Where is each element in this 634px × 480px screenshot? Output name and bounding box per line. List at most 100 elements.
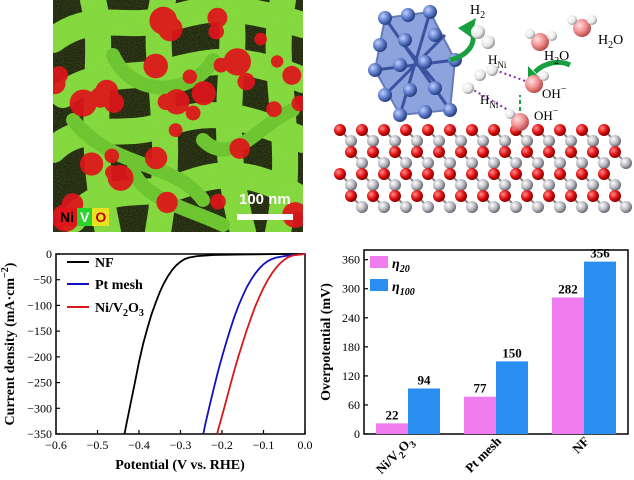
vanadium-atom (433, 179, 445, 191)
nickel-particle (282, 65, 302, 85)
oxygen-atom (510, 168, 522, 180)
adsorbed-hydrogen (462, 82, 474, 94)
bar-y-tick-label: 300 (342, 282, 360, 296)
vanadium-atom (400, 201, 412, 213)
nickel-particle (237, 72, 255, 91)
lsv-axis-ticks: −0.6 −0.5 −0.4 −0.3 −0.2 −0.1 0.0 0 −50 −100 −150 −… (27, 247, 312, 452)
nickel-particle (254, 32, 267, 46)
oxygen-atom (345, 190, 357, 202)
nickel-atom (401, 8, 415, 22)
bar-value-label: 150 (502, 345, 522, 360)
oxygen-atom (334, 124, 346, 136)
lsv-x-tick-label: −0.5 (87, 438, 109, 452)
oxygen-atom (345, 146, 357, 158)
vanadium-atom (378, 201, 390, 213)
nickel-particle (191, 81, 216, 106)
nickel-atom (418, 55, 432, 69)
hydrogen-atom (539, 71, 549, 81)
bar-nf-eta20 (552, 297, 584, 434)
oxygen-atom (378, 168, 390, 180)
oxygen-atom (565, 146, 577, 158)
lsv-curve-ni-v2o3 (216, 253, 306, 435)
oxygen-atom (543, 146, 555, 158)
adsorbed-hydrogen (474, 69, 486, 81)
eds-legend-v: V (77, 208, 93, 226)
vanadium-atom (378, 157, 390, 169)
scale-bar (237, 214, 293, 220)
bar-category-label: Pt mesh (462, 433, 505, 475)
oxygen-atom (367, 190, 379, 202)
vanadium-atom (488, 157, 500, 169)
label-oh-2: OH− (534, 106, 559, 123)
oxygen-atom (488, 124, 500, 136)
oxygen-atom (455, 190, 467, 202)
nickel-particle (53, 72, 66, 95)
oxygen-atom (521, 190, 533, 202)
vanadium-atom (521, 179, 533, 191)
nickel-particle (270, 55, 284, 68)
oxygen-atom (532, 124, 544, 136)
oxygen-atom (576, 124, 588, 136)
vanadium-atom (444, 201, 456, 213)
bar-y-axis-label: Overpotential (mV) (319, 283, 334, 401)
vanadium-atom (455, 179, 467, 191)
oxygen-atom (466, 168, 478, 180)
lsv-y-tick-label: −100 (27, 298, 52, 312)
nickel-particle (157, 93, 174, 110)
nickel-particle (185, 105, 201, 121)
vanadium-atom (411, 179, 423, 191)
eds-legend-o: O (92, 208, 110, 226)
vanadium-atom (565, 135, 577, 147)
vanadium-atom (422, 157, 434, 169)
nickel-atom (378, 88, 392, 102)
adsorbed-hydrogen (486, 64, 498, 76)
hydrogen-atom (547, 31, 557, 41)
legend-swatch-eta20 (370, 256, 388, 268)
oxygen-atom (499, 146, 511, 158)
vanadium-atom (598, 157, 610, 169)
oxygen-atom (455, 146, 467, 158)
lsv-x-tick-label: −0.3 (170, 438, 192, 452)
vanadium-atom (367, 179, 379, 191)
legend-swatch-eta100 (370, 279, 388, 291)
nickel-atom (368, 63, 382, 77)
oxygen-atom (477, 190, 489, 202)
vanadium-atom (576, 201, 588, 213)
hydrogen-atom (505, 109, 515, 119)
vanadium-atom (411, 135, 423, 147)
nickel-particle (168, 123, 183, 137)
bar-y-tick-label: 240 (342, 311, 360, 325)
lsv-x-tick-label: −0.4 (128, 438, 150, 452)
nickel-particle (208, 23, 224, 40)
water-oxygen-atom (573, 19, 591, 37)
nickel-particle (143, 53, 168, 79)
oxygen-atom (433, 146, 445, 158)
lsv-legend: NF Pt mesh Ni/V2O3 (67, 256, 144, 319)
bar-value-label: 356 (590, 246, 610, 261)
oxygen-atom (532, 168, 544, 180)
overpotential-bar-chart: 0 60 120 180 240 300 360 22 94 77 150 282 356 η20 η… (318, 240, 634, 477)
vanadium-atom (521, 135, 533, 147)
water-oxygen-atom (531, 33, 549, 51)
label-oh-1: OH− (542, 84, 567, 101)
vanadium-atom (488, 201, 500, 213)
oxygen-atom (587, 146, 599, 158)
scale-bar-label: 100 nm (239, 191, 291, 208)
bar-pt-mesh-eta20 (464, 396, 496, 434)
lsv-x-tick-label: 0.0 (298, 438, 313, 452)
vanadium-atom (444, 157, 456, 169)
oxygen-atom (334, 168, 346, 180)
oxygen-atom (422, 168, 434, 180)
vanadium-atom (565, 179, 577, 191)
bar-y-tick-label: 60 (348, 398, 360, 412)
oxygen-atom (598, 124, 610, 136)
nickel-particle (95, 79, 119, 103)
oxygen-atom (433, 190, 445, 202)
mechanism-illustration: H2 H2O H2O HNi HNi OH− OH− (330, 0, 634, 232)
oxygen-atom (576, 168, 588, 180)
vanadium-atom (499, 135, 511, 147)
vanadium-atom (532, 157, 544, 169)
bar-y-tick-label: 180 (342, 340, 360, 354)
nickel-particle (104, 148, 120, 164)
vanadium-atom (400, 157, 412, 169)
